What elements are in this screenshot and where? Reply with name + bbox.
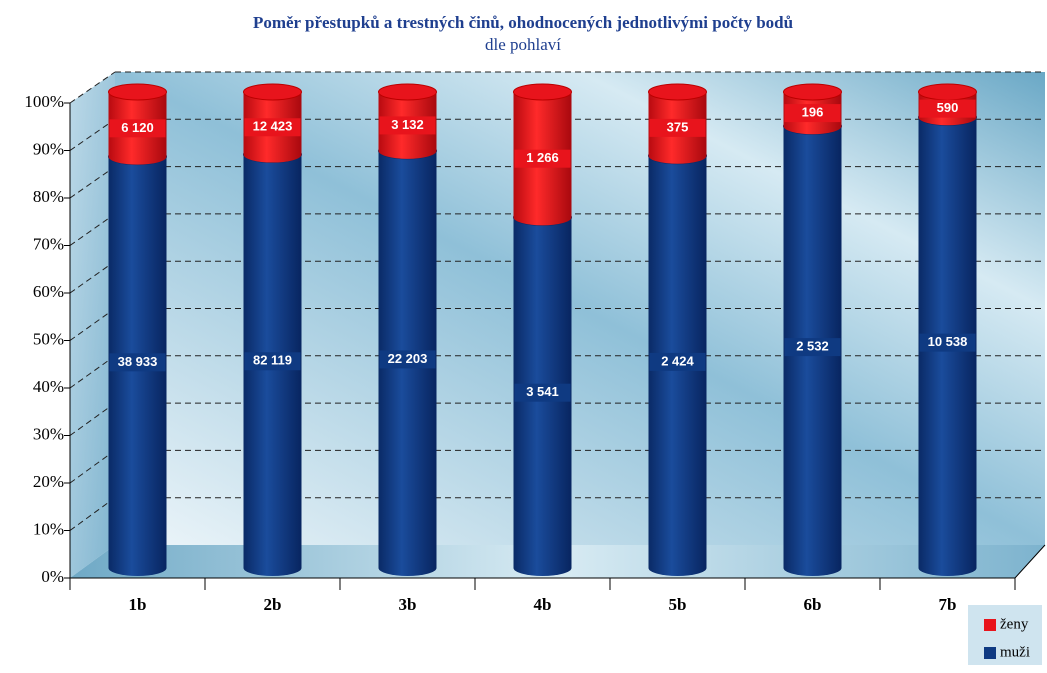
cylinder: 3 541: [513, 208, 572, 576]
chart-title: Poměr přestupků a trestných činů, ohodno…: [253, 13, 793, 32]
legend-box: [968, 605, 1042, 665]
chart-subtitle: dle pohlaví: [485, 35, 561, 54]
x-tick-label: 4b: [534, 595, 552, 614]
data-label: 1 266: [526, 150, 559, 165]
cylinder-top: [243, 83, 302, 101]
cylinder-top: [918, 83, 977, 101]
cylinder: 196: [783, 83, 842, 135]
x-tick-label: 5b: [669, 595, 687, 614]
y-tick-label: 50%: [33, 329, 64, 348]
cylinder: 590: [918, 83, 977, 126]
x-tick-label: 7b: [939, 595, 957, 614]
label-box: [379, 116, 436, 135]
data-label: 3 132: [391, 117, 424, 132]
x-tick-label: 3b: [399, 595, 417, 614]
data-label: 82 119: [253, 353, 292, 368]
data-label: 2 424: [661, 353, 694, 368]
label-box: [919, 99, 976, 118]
cylinder: 12 423: [243, 83, 302, 163]
label-box: [784, 104, 841, 123]
cylinder: 38 933: [108, 148, 167, 576]
data-label: 10 538: [928, 334, 968, 349]
cylinder: 1 266: [513, 83, 572, 226]
legend-label: muži: [1000, 644, 1030, 660]
data-label: 6 120: [121, 120, 154, 135]
cylinder: 22 203: [378, 142, 437, 576]
y-tick-label: 80%: [33, 187, 64, 206]
label-box: [514, 149, 571, 168]
grid-line: [69, 166, 116, 199]
data-label: 196: [802, 105, 824, 120]
label-box: [649, 118, 706, 137]
cylinder: 6 120: [108, 83, 167, 165]
cylinder: 10 538: [918, 108, 977, 576]
y-tick-label: 60%: [33, 282, 64, 301]
y-tick-label: 40%: [33, 377, 64, 396]
data-label: 3 541: [526, 384, 559, 399]
data-label: 2 532: [796, 339, 829, 354]
grid-line: [69, 260, 116, 294]
y-tick-label: 10%: [33, 519, 64, 538]
grid-line: [69, 118, 116, 151]
label-box: [244, 118, 301, 137]
cylinder-top: [108, 83, 167, 101]
grid-line: [69, 213, 116, 246]
data-label: 375: [667, 119, 689, 134]
data-label: 590: [937, 100, 959, 115]
y-tick-label: 0%: [41, 567, 64, 586]
data-label: 12 423: [253, 119, 293, 134]
cylinder-top: [783, 83, 842, 101]
cylinder-top: [378, 83, 437, 101]
legend-label: ženy: [1000, 616, 1029, 632]
y-tick-label: 70%: [33, 234, 64, 253]
x-tick-label: 6b: [804, 595, 822, 614]
y-tick-label: 30%: [33, 424, 64, 443]
cylinder: 2 532: [783, 117, 842, 576]
x-tick-label: 1b: [129, 595, 147, 614]
data-label: 38 933: [118, 354, 158, 369]
cylinder: 82 119: [243, 146, 302, 576]
label-box: [109, 353, 166, 372]
legend-swatch: [984, 647, 996, 659]
cylinder-top: [513, 83, 572, 101]
grid-line: [69, 71, 116, 104]
label-box: [784, 338, 841, 357]
cylinder: 2 424: [648, 147, 707, 576]
label-box: [649, 352, 706, 371]
y-tick-label: 20%: [33, 472, 64, 491]
label-box: [109, 119, 166, 138]
label-box: [514, 383, 571, 402]
x-tick-label: 2b: [264, 595, 282, 614]
side-wall: [70, 72, 115, 578]
label-box: [379, 350, 436, 369]
y-tick-label: 90%: [33, 139, 64, 158]
y-tick-label: 100%: [24, 92, 64, 111]
label-box: [919, 333, 976, 352]
cylinder: 3 132: [378, 83, 437, 159]
label-box: [244, 352, 301, 371]
data-label: 22 203: [388, 351, 428, 366]
cylinder-top: [648, 83, 707, 101]
cylinder: 375: [648, 83, 707, 164]
legend-swatch: [984, 619, 996, 631]
